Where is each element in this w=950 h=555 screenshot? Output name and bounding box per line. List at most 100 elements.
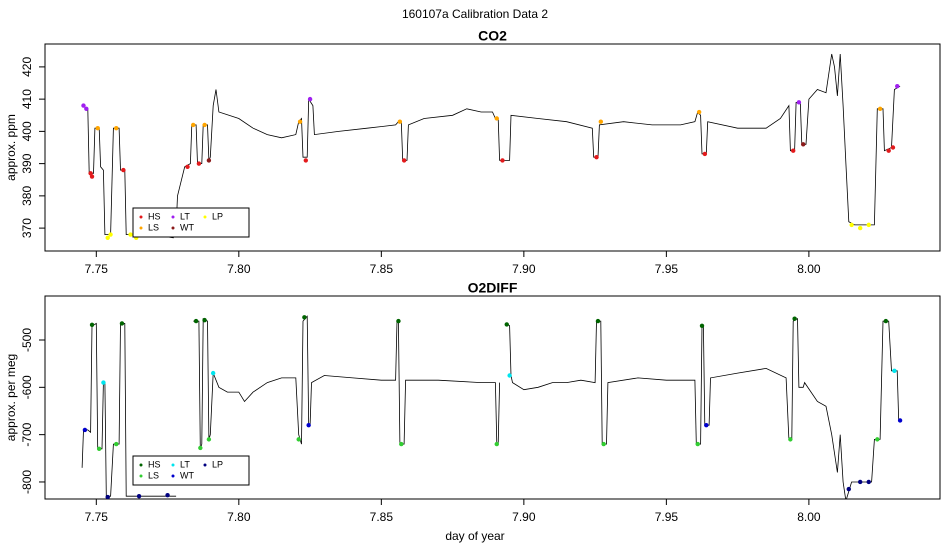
data-point xyxy=(95,125,100,131)
data-point xyxy=(598,119,604,124)
data-point xyxy=(399,441,404,447)
panel-title: CO2 xyxy=(478,28,507,44)
data-point xyxy=(883,318,889,324)
legend-marker xyxy=(171,215,175,219)
data-point xyxy=(105,235,110,240)
data-point xyxy=(302,315,307,320)
data-point xyxy=(895,84,900,89)
data-point xyxy=(165,493,170,498)
data-point xyxy=(114,125,119,131)
data-point xyxy=(119,321,125,326)
data-point xyxy=(702,151,708,157)
x-tick-label: 7.80 xyxy=(227,262,251,276)
data-point xyxy=(595,318,601,324)
legend-label: WT xyxy=(180,222,194,232)
data-point xyxy=(296,437,301,442)
plot-frame xyxy=(44,295,941,500)
data-point xyxy=(306,422,311,428)
y-tick-label: -700 xyxy=(20,422,34,446)
legend-box xyxy=(132,207,250,238)
data-point xyxy=(849,222,854,228)
data-point xyxy=(397,119,403,124)
y-tick-label: -500 xyxy=(20,328,34,352)
x-axis-label: day of year xyxy=(445,529,504,543)
x-tick-label: 8.00 xyxy=(797,262,821,276)
legend-box xyxy=(132,455,250,486)
y-tick-label: 400 xyxy=(20,121,34,141)
data-point xyxy=(114,441,119,447)
y-tick-label: -600 xyxy=(20,375,34,399)
data-point xyxy=(788,437,793,442)
data-point xyxy=(792,316,797,321)
data-point xyxy=(877,106,883,112)
data-point xyxy=(866,222,871,228)
data-point xyxy=(128,232,133,237)
y-tick-label: -800 xyxy=(20,470,34,494)
data-point xyxy=(89,174,95,179)
data-point xyxy=(196,161,202,166)
data-point xyxy=(875,437,880,442)
plot-frame xyxy=(44,43,941,252)
data-point xyxy=(800,142,806,147)
data-point xyxy=(886,148,891,153)
y-tick-label: 420 xyxy=(20,57,34,77)
x-tick-label: 7.95 xyxy=(655,510,679,524)
x-tick-label: 7.85 xyxy=(370,262,394,276)
data-point xyxy=(206,437,212,442)
x-tick-label: 7.90 xyxy=(512,510,536,524)
data-point xyxy=(206,158,212,163)
x-tick-label: 7.75 xyxy=(85,510,109,524)
legend-label: HS xyxy=(148,211,161,221)
x-tick-label: 7.90 xyxy=(512,262,536,276)
data-point xyxy=(202,122,207,128)
legend-label: LP xyxy=(212,459,223,469)
data-point xyxy=(81,103,86,108)
data-point xyxy=(307,96,313,102)
data-point xyxy=(82,427,88,433)
legend-label: WT xyxy=(180,470,194,480)
data-point xyxy=(494,116,499,121)
data-point xyxy=(96,446,102,452)
y-axis-label: approx. per meg xyxy=(4,354,18,441)
panel-title: O2DIFF xyxy=(468,280,518,296)
data-point xyxy=(892,368,897,373)
data-point xyxy=(696,109,702,115)
data-point xyxy=(89,322,95,328)
data-point xyxy=(105,494,110,499)
data-point xyxy=(791,148,796,153)
data-point xyxy=(210,370,216,376)
legend-marker xyxy=(139,226,143,230)
data-point xyxy=(504,322,509,327)
plot-area xyxy=(81,315,903,499)
legend-label: LP xyxy=(212,211,223,221)
x-tick-label: 7.85 xyxy=(370,510,394,524)
data-point xyxy=(507,373,512,378)
data-point xyxy=(695,441,700,447)
x-tick-label: 8.00 xyxy=(797,510,821,524)
data-point xyxy=(84,106,89,112)
y-tick-label: 380 xyxy=(20,186,34,206)
y-tick-label: 390 xyxy=(20,153,34,173)
data-point xyxy=(191,122,196,128)
legend-label: LS xyxy=(148,470,159,480)
x-tick-label: 7.80 xyxy=(227,510,251,524)
data-point xyxy=(601,441,606,447)
data-point xyxy=(846,486,851,492)
y-tick-label: 410 xyxy=(20,89,34,109)
data-point xyxy=(500,158,505,163)
legend-label: LT xyxy=(180,459,190,469)
main-title: 160107a Calibration Data 2 xyxy=(402,7,548,21)
data-point xyxy=(594,154,599,160)
data-point xyxy=(704,422,709,428)
data-point xyxy=(297,119,303,124)
data-point xyxy=(303,158,309,163)
x-tick-label: 7.95 xyxy=(655,262,679,276)
data-point xyxy=(108,232,113,237)
data-point xyxy=(396,318,401,324)
data-point xyxy=(401,158,407,163)
x-tick-label: 7.75 xyxy=(85,262,109,276)
legend-marker xyxy=(139,463,143,467)
legend-marker xyxy=(171,463,175,467)
y-tick-label: 370 xyxy=(20,218,34,238)
